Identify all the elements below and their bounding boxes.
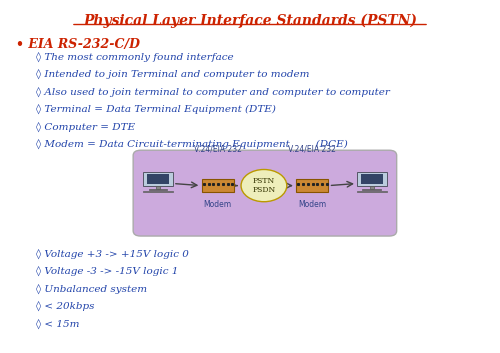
Bar bbox=[156, 186, 160, 189]
FancyBboxPatch shape bbox=[143, 172, 173, 186]
Text: ◊ Modem = Data Circuit-terminating Equipment        (DCE): ◊ Modem = Data Circuit-terminating Equip… bbox=[36, 139, 348, 149]
FancyBboxPatch shape bbox=[147, 174, 169, 184]
Text: ◊ Terminal = Data Terminal Equipment (DTE): ◊ Terminal = Data Terminal Equipment (DT… bbox=[36, 104, 276, 114]
Bar bbox=[148, 189, 168, 190]
Text: Modem: Modem bbox=[204, 200, 232, 209]
Text: PSTN
PSDN: PSTN PSDN bbox=[252, 177, 276, 194]
Bar bbox=[143, 191, 173, 192]
Ellipse shape bbox=[241, 169, 287, 202]
Bar bbox=[202, 179, 234, 192]
Text: ◊ The most commonly found interface: ◊ The most commonly found interface bbox=[36, 51, 234, 61]
Bar bbox=[362, 189, 381, 190]
Text: ◊ Voltage +3 -> +15V logic 0: ◊ Voltage +3 -> +15V logic 0 bbox=[36, 248, 189, 259]
Text: ◊ Voltage -3 -> -15V logic 1: ◊ Voltage -3 -> -15V logic 1 bbox=[36, 266, 178, 276]
FancyBboxPatch shape bbox=[357, 172, 386, 186]
Bar bbox=[296, 179, 328, 192]
FancyBboxPatch shape bbox=[133, 150, 396, 236]
FancyBboxPatch shape bbox=[360, 174, 383, 184]
Text: ◊ < 15m: ◊ < 15m bbox=[36, 318, 80, 329]
Bar bbox=[370, 186, 374, 189]
Text: Physical Layer Interface Standards (PSTN): Physical Layer Interface Standards (PSTN… bbox=[83, 14, 417, 28]
Text: Modem: Modem bbox=[298, 200, 326, 209]
Bar bbox=[357, 191, 386, 192]
Text: • EIA RS-232-C/D: • EIA RS-232-C/D bbox=[16, 38, 140, 51]
Text: V.24/EIA 232: V.24/EIA 232 bbox=[194, 144, 242, 153]
Text: ◊ Unbalanced system: ◊ Unbalanced system bbox=[36, 283, 148, 294]
Text: ◊ Computer = DTE: ◊ Computer = DTE bbox=[36, 121, 136, 132]
Text: ◊ Also used to join terminal to computer and computer to computer: ◊ Also used to join terminal to computer… bbox=[36, 86, 390, 97]
Text: V.24/EIA 232: V.24/EIA 232 bbox=[288, 144, 336, 153]
Text: ◊ < 20kbps: ◊ < 20kbps bbox=[36, 301, 94, 311]
Text: ◊ Intended to join Terminal and computer to modem: ◊ Intended to join Terminal and computer… bbox=[36, 68, 310, 79]
